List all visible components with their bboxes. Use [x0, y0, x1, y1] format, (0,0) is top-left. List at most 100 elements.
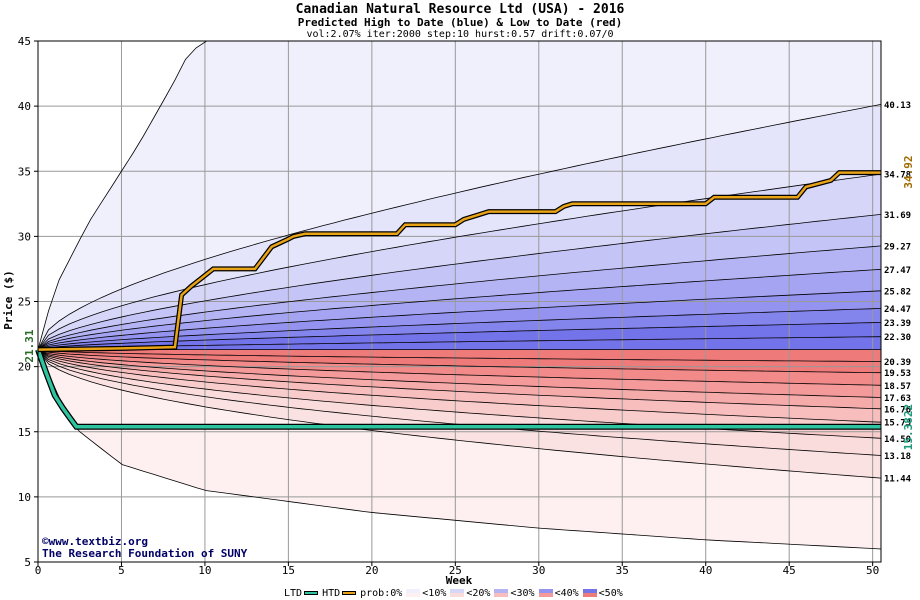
x-tick-label: 40 — [699, 564, 712, 577]
legend-bin-label: <50% — [598, 587, 623, 599]
legend-bin: <40% — [537, 588, 579, 599]
low-percentile-curve — [37, 349, 882, 410]
percentile-end-label: 14.50 — [884, 435, 911, 445]
x-tick-label: 15 — [282, 564, 295, 577]
legend-bins: <10% <20% <30% <40% <50% — [404, 588, 624, 599]
legend-bin-swatch — [406, 589, 421, 597]
legend-prob-label: prob:0% — [360, 587, 403, 599]
start-price-label: 21.31 — [23, 329, 36, 362]
low-band-9 — [38, 349, 881, 362]
legend-htd-swatch — [342, 591, 357, 595]
percentile-end-labels: 40.13 34.78 31.69 29.27 27.47 25.82 24.47 23.39… — [884, 101, 912, 485]
chart-header: Canadian Natural Resource Ltd (USA) - 20… — [0, 2, 920, 40]
high-band-0 — [38, 41, 881, 350]
chart-subtitle: Predicted High to Date (blue) & Low to D… — [297, 16, 623, 29]
chart-legend: LTD HTD prob:0% <10% <20% <30% <40% <50% — [284, 586, 625, 600]
ltd-line — [36, 349, 881, 429]
percentile-end-label: 15.73 — [884, 419, 911, 429]
low-band-4 — [38, 349, 881, 423]
low-percentile-curve — [37, 349, 882, 386]
percentile-end-label: 11.44 — [884, 475, 912, 485]
high-band-1 — [38, 104, 881, 350]
low-percentile-curve — [37, 349, 882, 479]
x-tick-label: 20 — [365, 564, 378, 577]
high-band-5 — [38, 269, 881, 350]
percentile-end-label: 17.63 — [884, 394, 911, 404]
legend-ltd-label: LTD — [284, 587, 303, 599]
percentile-end-label: 24.47 — [884, 305, 911, 315]
legend-bin: <10% — [404, 588, 446, 599]
y-tick-label: 15 — [18, 426, 31, 439]
high-band-9 — [38, 336, 881, 350]
legend-ltd-swatch — [304, 591, 319, 595]
percentile-end-label: 25.82 — [884, 287, 911, 297]
percentile-end-label: 31.69 — [884, 211, 911, 221]
to-date-paths — [35, 170, 881, 430]
low-percentile-curve — [37, 349, 882, 423]
low-percentile-curve — [37, 349, 882, 439]
low-percentile-curve — [37, 349, 881, 362]
ltd-final-label: 15.3822 — [902, 404, 915, 450]
x-tick-label: 25 — [449, 564, 462, 577]
high-band-8 — [38, 322, 881, 350]
low-outer-curve — [37, 349, 882, 550]
y-tick-label: 35 — [18, 165, 31, 178]
percentile-end-label: 23.39 — [884, 319, 911, 329]
high-band-7 — [38, 308, 881, 350]
low-band-6 — [38, 349, 881, 398]
legend-bin-label: <30% — [510, 587, 535, 599]
percentile-end-label: 34.78 — [884, 171, 911, 181]
x-tick-label: 0 — [35, 564, 42, 577]
x-tick-label: 35 — [616, 564, 629, 577]
percentile-end-label: 19.53 — [884, 369, 911, 379]
legend-ltd: LTD — [284, 588, 320, 599]
legend-bin-swatch — [450, 589, 465, 597]
legend-prob: prob:0% — [360, 588, 402, 599]
y-tick-label: 25 — [18, 296, 31, 309]
low-band-7 — [38, 349, 881, 386]
high-band-2 — [38, 174, 881, 350]
x-tick-label: 50 — [866, 564, 879, 577]
low-band-1 — [38, 349, 881, 479]
low-band-3 — [38, 349, 881, 439]
legend-htd-label: HTD — [322, 587, 341, 599]
low-percentile-curve — [37, 349, 882, 374]
legend-bin-label: <40% — [554, 587, 579, 599]
high-band-4 — [38, 245, 881, 350]
legend-bin: <20% — [448, 588, 490, 599]
high-percentile-curve — [37, 336, 882, 350]
percentile-end-label: 40.13 — [884, 101, 911, 111]
x-tick-label: 10 — [198, 564, 211, 577]
high-percentile-curve — [37, 173, 882, 350]
x-tick-label: 5 — [118, 564, 125, 577]
y-tick-label: 10 — [18, 491, 31, 504]
percentile-end-label: 27.47 — [884, 266, 911, 276]
y-tick-label: 5 — [24, 556, 31, 569]
simulation-params: vol:2.07% iter:2000 step:10 hurst:0.57 d… — [306, 29, 614, 40]
percentile-end-label: 29.27 — [884, 242, 911, 252]
y-axis-label: Price ($) — [2, 270, 15, 330]
high-percentile-curve — [37, 322, 882, 350]
y-tick-label: 40 — [18, 100, 31, 113]
probability-bands — [38, 41, 881, 549]
high-band-3 — [38, 214, 881, 350]
percentile-end-label: 13.18 — [884, 452, 911, 462]
percentile-end-label: 22.30 — [884, 333, 911, 343]
percentile-end-label: 18.57 — [884, 382, 911, 392]
x-axis-label: Week — [446, 574, 473, 587]
legend-bin: <50% — [581, 588, 623, 599]
y-tick-label: 45 — [18, 35, 31, 48]
legend-bin-label: <10% — [422, 587, 447, 599]
watermark-url: ©www.textbiz.org — [42, 535, 148, 548]
legend-bin-swatch — [494, 589, 509, 597]
low-percentile-curve — [37, 349, 882, 398]
low-band-5 — [38, 349, 881, 409]
high-percentile-curve — [37, 104, 882, 350]
y-tick-label: 30 — [18, 230, 31, 243]
low-band-0 — [38, 349, 881, 549]
legend-bin-label: <20% — [466, 587, 491, 599]
x-tick-label: 45 — [783, 564, 796, 577]
x-tick-label: 30 — [532, 564, 545, 577]
